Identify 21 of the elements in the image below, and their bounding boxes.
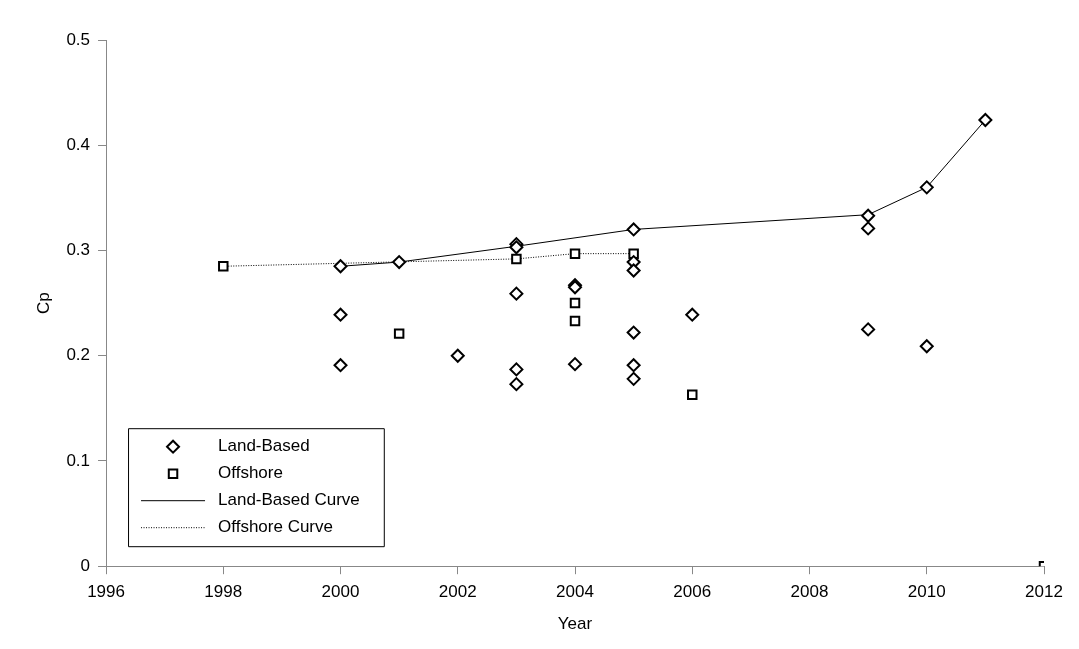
- x-tick-label: 2010: [907, 582, 946, 602]
- legend-label: Land-Based Curve: [218, 490, 360, 510]
- x-tick-label: 2004: [556, 582, 594, 602]
- y-tick-label: 0.5: [66, 29, 91, 49]
- y-tick-label: 0.3: [66, 240, 91, 260]
- x-tick-label: 2008: [790, 582, 829, 602]
- legend-label: Offshore Curve: [218, 517, 333, 537]
- x-tick-label: 2000: [321, 582, 360, 602]
- y-tick-label: 0.2: [66, 345, 91, 365]
- y-tick-label: 0: [80, 555, 91, 575]
- y-tick-label: 0.1: [66, 450, 91, 470]
- x-tick-label: 1996: [87, 582, 125, 602]
- y-axis-title: Cp: [33, 292, 53, 314]
- x-tick-label: 2012: [1025, 582, 1063, 602]
- x-tick-label: 2006: [673, 582, 712, 602]
- legend-label: Offshore: [218, 463, 283, 483]
- legend-label: Land-Based: [218, 436, 310, 456]
- x-tick-label: 1998: [204, 582, 243, 602]
- x-tick-label: 2002: [438, 582, 477, 602]
- y-tick-label: 0.4: [66, 134, 91, 154]
- x-axis-title: Year: [557, 614, 593, 634]
